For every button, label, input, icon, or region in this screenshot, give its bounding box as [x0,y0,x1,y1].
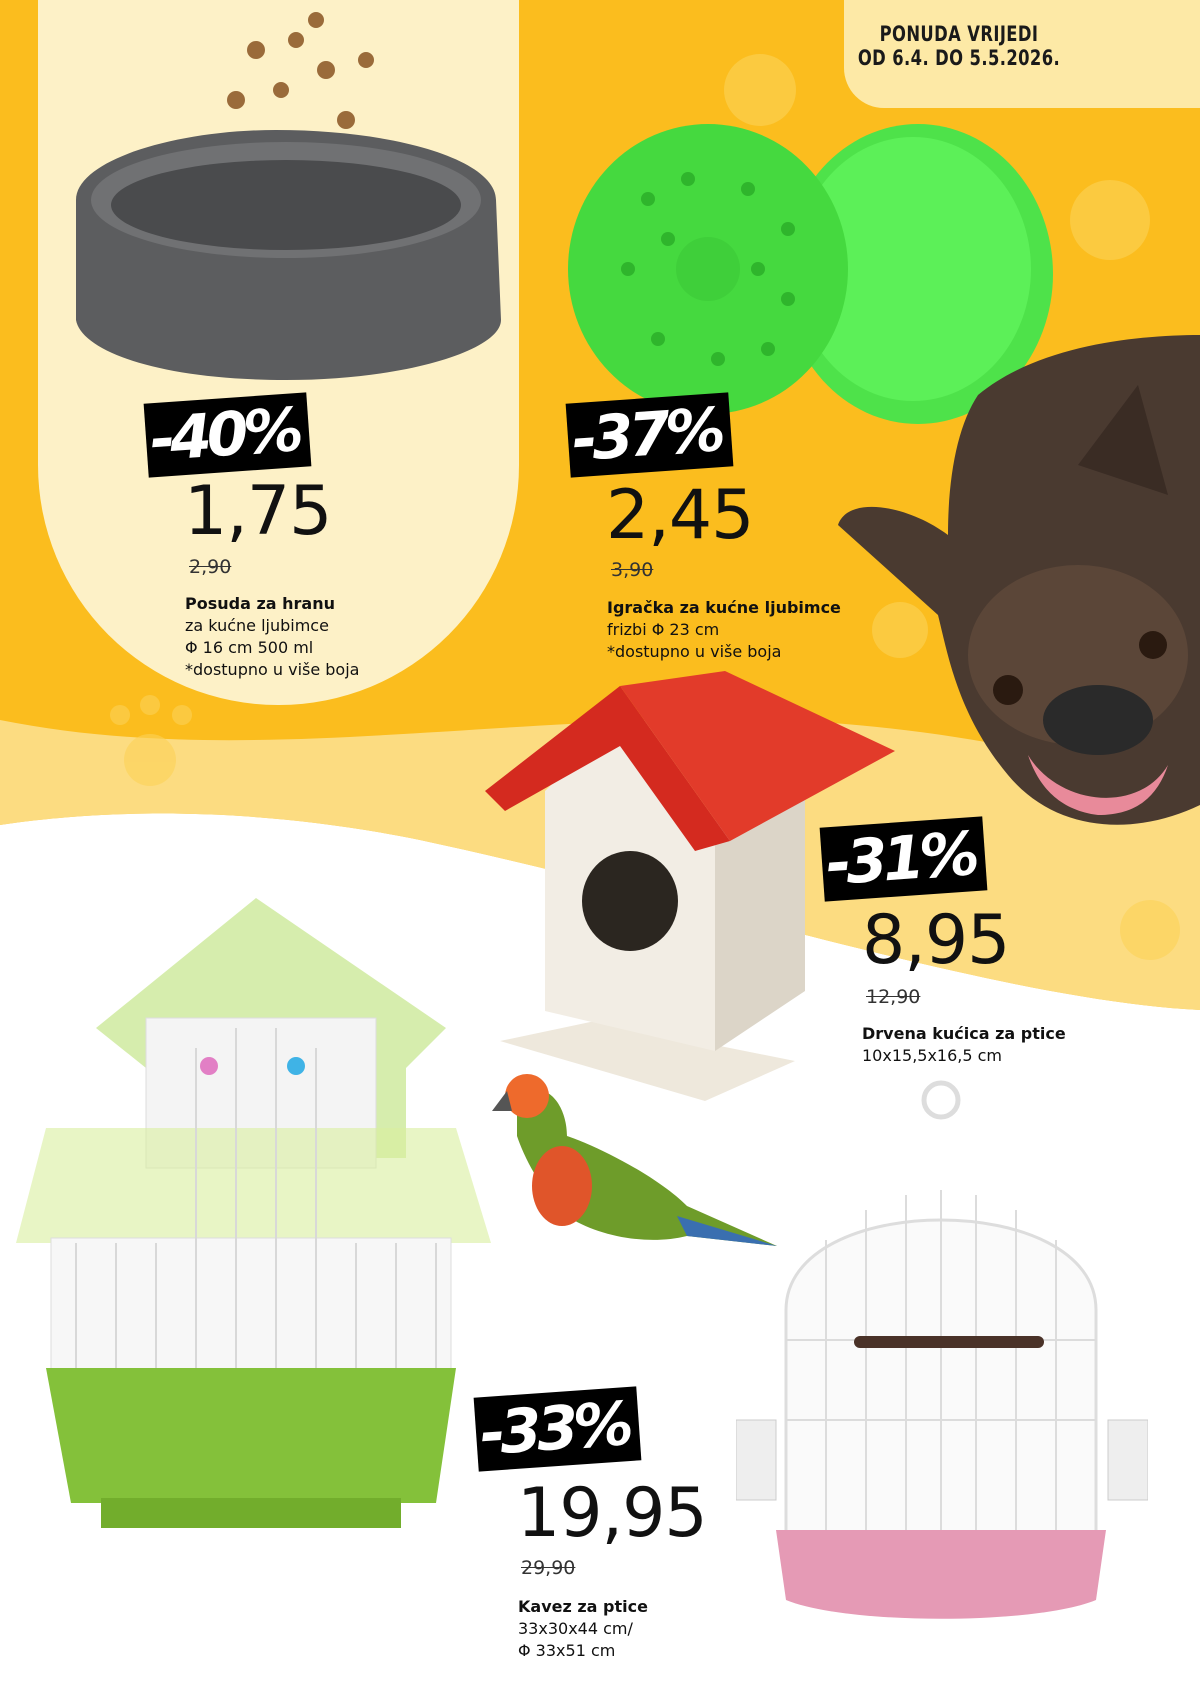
product-description: Kavez za ptice 33x30x44 cm/ Φ 33x51 cm [518,1596,648,1662]
old-price: 2,90 [189,556,232,578]
pet-bowl-image [76,12,501,380]
parrot-image [492,1074,777,1246]
discount-badge: -40% [143,392,311,478]
product-title: Igračka za kućne ljubimce [607,598,841,617]
old-price: 3,90 [611,559,654,581]
birdhouse-image [485,671,895,1101]
offer-validity-box: PONUDA VRIJEDI OD 6.4. DO 5.5.2026. [844,0,1200,108]
old-price: 12,90 [866,986,921,1008]
french-bulldog-image [838,335,1200,825]
discount-badge: -37% [565,392,733,478]
price: 1,75 [184,472,332,551]
discount-badge: -31% [819,816,987,902]
round-bird-cage-image [736,1080,1148,1619]
product-title: Kavez za ptice [518,1597,648,1616]
price: 19,95 [517,1474,708,1553]
desc-line: 10x15,5x16,5 cm [862,1046,1003,1065]
frisbee-image [568,124,1053,424]
old-price: 29,90 [521,1557,576,1579]
price: 2,45 [606,476,754,555]
product-title: Drvena kućica za ptice [862,1024,1066,1043]
discount-badge: -33% [473,1386,641,1472]
desc-line: za kućne ljubimce [185,616,329,635]
desc-line: *dostupno u više boja [607,642,782,661]
validity-line-2: OD 6.4. DO 5.5.2026. [857,46,1061,70]
price: 8,95 [862,901,1010,980]
product-title: Posuda za hranu [185,594,335,613]
desc-line: frizbi Φ 23 cm [607,620,720,639]
desc-line: 33x30x44 cm/ [518,1619,633,1638]
product-description: Igračka za kućne ljubimce frizbi Φ 23 cm… [607,597,841,663]
product-description: Drvena kućica za ptice 10x15,5x16,5 cm [862,1023,1066,1067]
desc-line: Φ 16 cm 500 ml [185,638,314,657]
desc-line: Φ 33x51 cm [518,1641,616,1660]
product-description: Posuda za hranu za kućne ljubimce Φ 16 c… [185,593,359,681]
green-bird-cage-image [16,898,491,1528]
desc-line: *dostupno u više boja [185,660,360,679]
validity-line-1: PONUDA VRIJEDI [879,22,1039,46]
